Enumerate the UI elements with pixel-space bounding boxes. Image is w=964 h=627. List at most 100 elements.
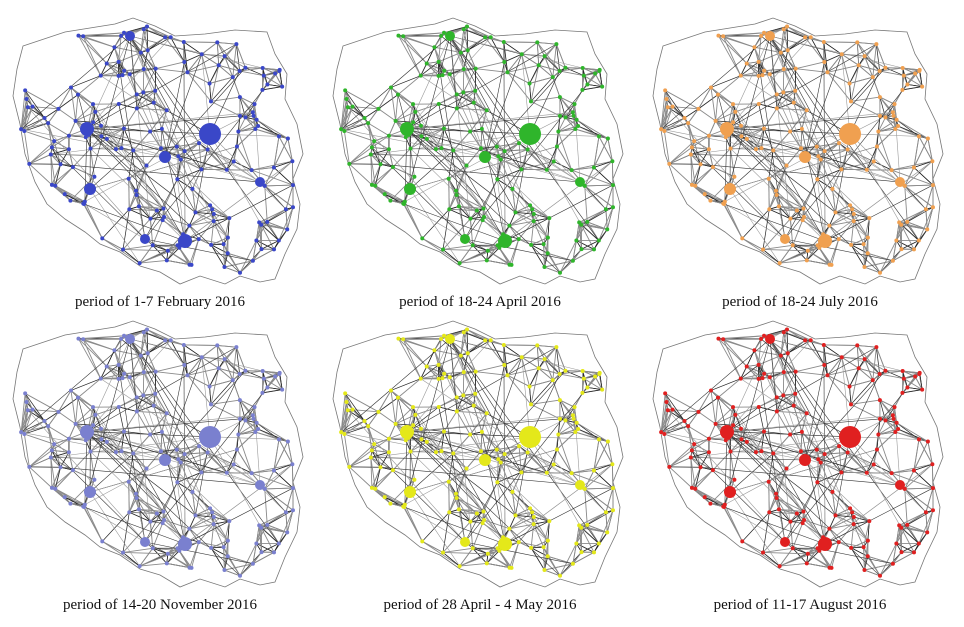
network-node bbox=[468, 216, 473, 221]
network-edge bbox=[896, 119, 920, 137]
network-node bbox=[756, 101, 761, 106]
network-edge bbox=[209, 436, 287, 513]
network-edge bbox=[286, 207, 294, 230]
network-edge bbox=[470, 218, 483, 221]
network-edge bbox=[90, 451, 95, 480]
network-node bbox=[767, 207, 772, 212]
network-edge bbox=[189, 516, 215, 530]
network-node bbox=[265, 219, 270, 224]
network-edge bbox=[349, 154, 372, 165]
network-edge bbox=[907, 84, 923, 87]
network-edge bbox=[51, 450, 146, 543]
network-edge bbox=[75, 406, 94, 425]
network-edge bbox=[86, 414, 253, 433]
hub-node bbox=[780, 234, 790, 244]
network-edge bbox=[769, 35, 833, 190]
network-edge bbox=[122, 547, 153, 553]
network-edge bbox=[24, 393, 33, 410]
network-edge bbox=[106, 350, 115, 367]
network-edge bbox=[827, 72, 852, 102]
network-node bbox=[151, 100, 156, 105]
network-node bbox=[162, 214, 167, 219]
network-node bbox=[571, 113, 576, 118]
network-node bbox=[419, 123, 424, 128]
network-edge bbox=[913, 167, 934, 186]
network-node bbox=[250, 258, 255, 263]
network-edge bbox=[776, 107, 807, 111]
network-node bbox=[670, 104, 675, 109]
network-edge bbox=[176, 449, 182, 463]
network-edge bbox=[239, 373, 264, 380]
network-edge bbox=[374, 135, 390, 142]
network-node bbox=[144, 24, 149, 29]
network-node bbox=[827, 223, 832, 228]
network-edge bbox=[129, 208, 151, 219]
network-node bbox=[581, 73, 586, 78]
network-node bbox=[507, 223, 512, 228]
network-node bbox=[42, 115, 47, 120]
network-node bbox=[388, 85, 393, 90]
network-node bbox=[458, 50, 463, 55]
network-edge bbox=[232, 44, 237, 78]
network-edge bbox=[154, 68, 157, 91]
network-edge bbox=[264, 160, 293, 187]
network-edge bbox=[139, 550, 180, 567]
network-edge bbox=[553, 161, 572, 171]
network-edge bbox=[879, 96, 886, 118]
network-edge bbox=[876, 131, 879, 147]
network-edge bbox=[572, 248, 582, 262]
network-edge bbox=[371, 164, 381, 186]
network-edge bbox=[449, 35, 458, 109]
network-edge bbox=[273, 167, 294, 186]
network-edge bbox=[189, 220, 214, 227]
network-edge bbox=[726, 115, 880, 130]
network-node bbox=[816, 154, 821, 159]
network-edge bbox=[128, 481, 140, 510]
network-edge bbox=[144, 482, 178, 543]
network-node bbox=[408, 146, 413, 151]
network-edge bbox=[762, 209, 770, 250]
network-edge bbox=[201, 345, 218, 358]
network-node bbox=[708, 85, 713, 90]
network-node bbox=[893, 127, 898, 132]
network-edge bbox=[778, 206, 791, 219]
network-node bbox=[243, 65, 248, 70]
network-node bbox=[788, 216, 793, 221]
network-edge bbox=[518, 143, 522, 170]
network-edge bbox=[410, 148, 415, 177]
network-node bbox=[285, 136, 290, 141]
network-edge bbox=[147, 50, 157, 69]
network-edges bbox=[660, 26, 934, 274]
network-edge bbox=[792, 244, 808, 252]
network-edge bbox=[730, 135, 742, 149]
network-node bbox=[545, 235, 550, 240]
network-edge bbox=[150, 519, 165, 522]
network-node bbox=[126, 176, 131, 181]
network-edge bbox=[255, 222, 260, 241]
network-edge bbox=[263, 75, 283, 87]
network-node bbox=[254, 238, 259, 243]
network-edge bbox=[472, 245, 488, 261]
network-edge bbox=[484, 61, 505, 158]
network-edge bbox=[154, 90, 168, 111]
network-edge bbox=[408, 134, 581, 183]
network-edge bbox=[690, 133, 851, 155]
network-node bbox=[554, 42, 559, 47]
network-edge bbox=[398, 35, 422, 76]
network-edge bbox=[213, 217, 230, 222]
network-edge bbox=[142, 395, 155, 406]
network-node bbox=[856, 63, 861, 68]
network-edge bbox=[344, 90, 353, 107]
network-edge bbox=[879, 70, 904, 77]
network-edge bbox=[256, 119, 289, 139]
network-node bbox=[557, 95, 562, 100]
network-edge bbox=[804, 54, 843, 158]
network-edge bbox=[129, 74, 138, 95]
network-node bbox=[716, 33, 721, 38]
network-edge bbox=[90, 138, 108, 149]
network-node bbox=[249, 168, 254, 173]
network-edge bbox=[184, 149, 208, 152]
network-node bbox=[76, 33, 81, 38]
network-node bbox=[100, 236, 105, 241]
network-edge bbox=[690, 154, 693, 185]
